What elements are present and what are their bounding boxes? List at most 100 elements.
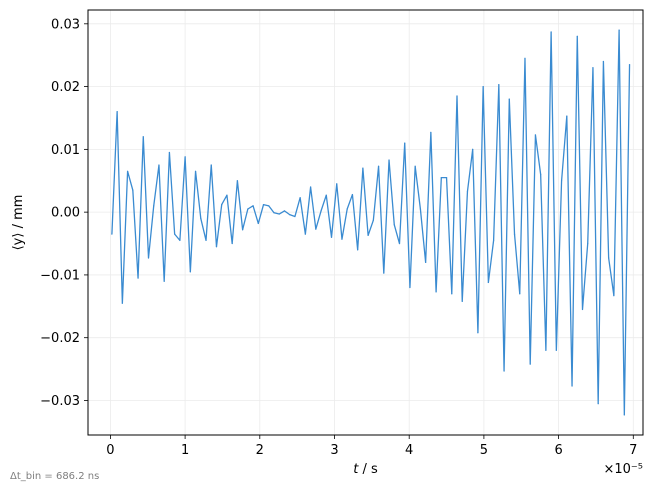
data-point — [236, 180, 238, 182]
series-line — [111, 29, 631, 416]
data-point — [351, 193, 354, 196]
y-axis-label: ⟨y⟩ / mm — [11, 195, 26, 251]
data-point — [132, 189, 134, 191]
data-point — [189, 271, 191, 273]
data-point — [341, 238, 343, 240]
data-point — [566, 115, 568, 117]
bin-width-note: Δt_bin = 686.2 ns — [10, 471, 99, 482]
data-point — [472, 148, 474, 150]
data-point — [377, 165, 380, 167]
data-point — [503, 370, 505, 372]
data-point — [372, 219, 374, 221]
data-point — [163, 280, 165, 282]
data-point — [283, 210, 286, 212]
data-point — [628, 64, 631, 66]
data-point — [330, 236, 333, 238]
data-point — [540, 173, 542, 176]
data-point — [242, 229, 244, 231]
data-point — [320, 210, 322, 212]
data-point — [555, 349, 557, 351]
data-point — [456, 95, 458, 97]
x-tick-label: 3 — [330, 443, 338, 458]
x-tick-label: 0 — [106, 443, 114, 458]
x-tick-label: 1 — [181, 443, 189, 458]
data-point — [221, 204, 223, 206]
data-point — [336, 183, 338, 185]
x-tick-label: 6 — [554, 443, 562, 458]
data-point — [299, 197, 301, 199]
data-point — [147, 257, 150, 259]
y-tick-label: 0.00 — [51, 206, 80, 221]
data-point — [215, 246, 218, 248]
data-point — [466, 190, 469, 193]
data-point — [304, 233, 306, 235]
data-point — [310, 186, 312, 188]
data-point — [142, 136, 144, 138]
data-point — [508, 98, 510, 100]
data-point — [273, 212, 275, 214]
x-tick-label: 4 — [405, 443, 413, 458]
y-tick-label: −0.03 — [40, 394, 80, 409]
y-tick-label: 0.01 — [51, 143, 80, 158]
data-point — [498, 84, 500, 86]
data-point — [257, 222, 259, 225]
data-point — [419, 208, 421, 210]
data-point — [571, 385, 573, 387]
y-tick-label: 0.02 — [51, 80, 80, 95]
data-point — [168, 151, 171, 154]
data-point — [519, 293, 521, 295]
data-point — [226, 194, 228, 196]
data-point — [487, 281, 489, 284]
data-point — [602, 60, 605, 63]
data-point — [388, 159, 390, 161]
data-point — [315, 228, 317, 230]
data-point — [560, 180, 563, 182]
data-point — [200, 217, 202, 220]
data-point — [550, 31, 552, 33]
data-point — [430, 131, 432, 134]
data-point — [289, 214, 291, 216]
y-tick-label: −0.01 — [40, 268, 80, 283]
data-point — [534, 134, 537, 136]
data-point — [608, 257, 610, 259]
data-point — [294, 215, 296, 218]
x-tick-label: 2 — [256, 443, 264, 458]
data-point — [435, 291, 437, 293]
data-point — [513, 233, 516, 235]
data-point — [121, 302, 123, 304]
data-point — [194, 170, 197, 172]
data-point — [398, 242, 401, 245]
data-point — [137, 277, 139, 279]
data-point — [592, 67, 594, 69]
data-point — [451, 293, 453, 295]
data-point — [404, 142, 406, 144]
data-point — [205, 239, 207, 241]
data-point — [414, 165, 416, 167]
data-point — [362, 167, 364, 169]
data-point — [179, 239, 181, 241]
y-tick-label: 0.03 — [51, 17, 80, 32]
x-axis-label: t / s — [353, 462, 378, 477]
data-point — [576, 35, 578, 37]
data-point — [278, 213, 280, 215]
data-point — [231, 242, 233, 245]
x-tick-label: 5 — [480, 443, 488, 458]
data-point — [482, 85, 484, 88]
data-point — [445, 177, 448, 179]
x-tick-label: 7 — [629, 443, 637, 458]
data-point — [383, 272, 385, 274]
data-point — [461, 300, 463, 302]
data-point — [325, 194, 327, 196]
y-tick-label: −0.02 — [40, 331, 80, 346]
data-point — [409, 286, 411, 289]
axes-frame — [87, 9, 644, 436]
data-point — [158, 164, 160, 166]
data-point — [613, 295, 615, 297]
data-point — [262, 204, 265, 206]
data-point — [425, 261, 427, 263]
plot-area — [111, 29, 631, 416]
data-point — [623, 414, 625, 416]
data-point — [367, 234, 369, 236]
data-point — [477, 332, 479, 334]
